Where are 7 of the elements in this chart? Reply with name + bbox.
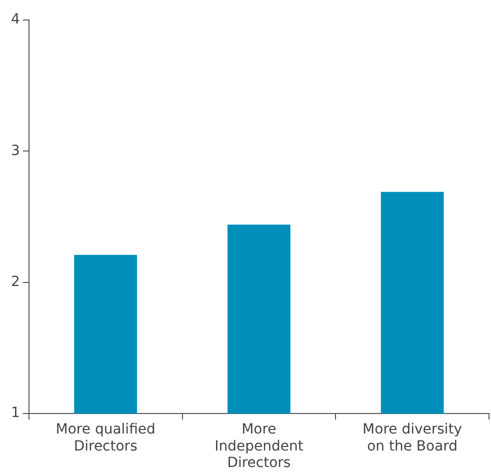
x-tick-label: More Independent Directors — [214, 422, 304, 472]
y-tick-label: 3 — [10, 142, 20, 159]
y-tick-label: 1 — [10, 405, 20, 422]
x-tick-label: More qualified Directors — [56, 422, 156, 454]
y-tick-label: 2 — [10, 274, 20, 290]
x-tick-label: More diversity on the Board — [362, 422, 462, 454]
y-tick-label: 4 — [10, 12, 20, 28]
